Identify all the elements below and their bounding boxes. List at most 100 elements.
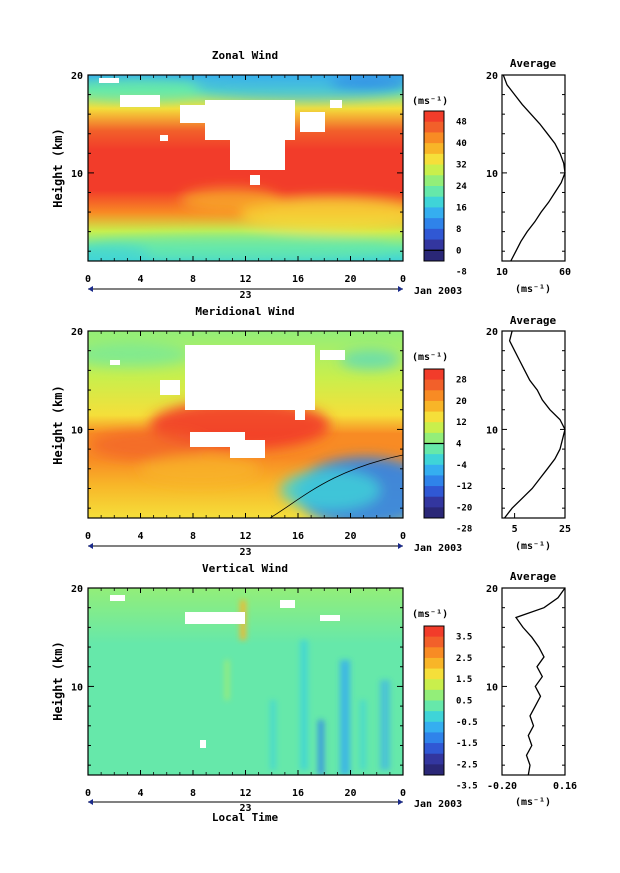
colorbar-swatch — [424, 464, 444, 476]
colorbar-swatch — [424, 475, 444, 487]
colorbar-swatch — [424, 369, 444, 381]
day-arrow-left — [88, 543, 93, 549]
y-tick-label: 10 — [71, 169, 83, 180]
colorbar-tick-label: -1.5 — [456, 739, 478, 749]
colorbar-swatch — [424, 700, 444, 712]
colorbar-swatch — [424, 186, 444, 198]
vertical-cbar-unit: (ms⁻¹) — [412, 609, 448, 620]
colorbar-tick-label: -4 — [456, 461, 467, 471]
y-tick-label: 20 — [71, 71, 83, 82]
colorbar-tick-label: -8 — [456, 268, 467, 278]
zonal-axes: 0 4 8 12 16 20 0 10 20 23 — [71, 71, 406, 301]
colorbar-swatch — [424, 486, 444, 498]
profile-frame — [501, 587, 566, 776]
colorbar-swatch — [424, 175, 444, 187]
colorbar-tick-label: -2.5 — [456, 760, 478, 770]
colorbar-tick-label: 4 — [456, 440, 462, 450]
profile-frame — [501, 330, 566, 519]
colorbar-swatch — [424, 111, 444, 123]
vertical-profile-title: Average — [510, 570, 557, 583]
zonal-average-profile: 10 20 10 60 — [486, 71, 571, 278]
profile-x-tick-label: 0.16 — [553, 781, 577, 792]
colorbar-tick-label: 2.5 — [456, 654, 472, 664]
day-arrow-left — [88, 286, 93, 292]
day-arrow-left — [88, 799, 93, 805]
colorbar-tick-label: -0.5 — [456, 718, 478, 728]
colorbar-swatch — [424, 507, 444, 519]
colorbar-swatch — [424, 164, 444, 176]
profile-y-tick-label: 10 — [486, 425, 498, 436]
profile-x-tick-label: 25 — [559, 524, 571, 535]
meridional-axes: 0 4 8 12 16 20 0 10 20 23 — [71, 327, 406, 558]
vertical-title: Vertical Wind — [202, 562, 288, 575]
colorbar-tick-label: 0 — [456, 246, 461, 256]
meridional-profile-title: Average — [510, 314, 557, 327]
x-tick-label: 4 — [137, 788, 143, 799]
day-arrow-right — [398, 799, 403, 805]
day-arrow-right — [398, 543, 403, 549]
colorbar-swatch — [424, 379, 444, 391]
colorbar-swatch — [424, 121, 444, 133]
colorbar-swatch — [424, 443, 444, 455]
day-label: 23 — [239, 547, 251, 558]
vertical-ylabel: Height (km) — [51, 641, 65, 720]
colorbar-swatch — [424, 711, 444, 723]
vertical-wind-field — [88, 588, 403, 775]
colorbar-swatch — [424, 657, 444, 670]
x-tick-label: 8 — [190, 788, 196, 799]
profile-x-tick-label: 5 — [512, 524, 518, 535]
profile-line — [502, 74, 566, 262]
day-arrow-right — [398, 286, 403, 292]
colorbar-swatch — [424, 143, 444, 155]
meridional-date-label: Jan 2003 — [414, 543, 462, 554]
colorbar-swatch — [424, 732, 444, 744]
x-tick-label: 16 — [292, 274, 304, 285]
colorbar-tick-label: -3.5 — [456, 782, 478, 792]
meridional-profile-unit: (ms⁻¹) — [515, 541, 551, 552]
y-tick-label: 10 — [71, 682, 83, 693]
zonal-profile-unit: (ms⁻¹) — [515, 284, 551, 295]
colorbar-tick-label: 32 — [456, 161, 467, 171]
y-tick-label: 20 — [71, 327, 83, 338]
colorbar-tick-label: 12 — [456, 418, 467, 428]
colorbar-swatch — [424, 679, 444, 691]
x-tick-label: 0 — [85, 274, 91, 285]
y-tick-label: 20 — [71, 584, 83, 595]
profile-y-tick-label: 10 — [486, 169, 498, 180]
x-tick-label: 20 — [344, 274, 356, 285]
meridional-ylabel: Height (km) — [51, 385, 65, 464]
colorbar-swatch — [424, 454, 444, 466]
colorbar-tick-label: 1.5 — [456, 675, 472, 685]
x-tick-label: 12 — [239, 531, 251, 542]
colorbar-swatch — [424, 668, 444, 680]
colorbar-tick-label: -20 — [456, 503, 472, 513]
vertical-colorbar: 3.5 2.5 1.5 0.5 -0.5 -1.5 -2.5 -3.5 — [423, 625, 478, 792]
colorbar-swatch — [424, 496, 444, 508]
meridional-title: Meridional Wind — [195, 305, 294, 318]
day-label: 23 — [239, 803, 251, 814]
colorbar-swatch — [424, 250, 444, 262]
zonal-wind-field — [88, 75, 403, 261]
x-tick-label: 16 — [292, 531, 304, 542]
colorbar-tick-label: 16 — [456, 203, 467, 213]
colorbar-swatch — [424, 228, 444, 241]
x-tick-label: 12 — [239, 274, 251, 285]
colorbar-frame — [423, 110, 445, 262]
colorbar-swatch — [424, 743, 444, 755]
zonal-date-label: Jan 2003 — [414, 286, 462, 297]
x-tick-label: 12 — [239, 788, 251, 799]
profile-frame — [501, 74, 566, 262]
profile-line — [514, 587, 566, 776]
y-tick-label: 10 — [71, 425, 83, 436]
colorbar-swatch — [424, 764, 444, 776]
colorbar-swatch — [424, 636, 444, 648]
colorbar-swatch — [424, 422, 444, 434]
colorbar-tick-label: 24 — [456, 182, 467, 192]
zonal-ylabel: Height (km) — [51, 128, 65, 207]
colorbar-swatch — [424, 411, 444, 423]
profile-y-tick-label: 20 — [486, 71, 498, 82]
x-tick-label: 16 — [292, 788, 304, 799]
zonal-cbar-unit: (ms⁻¹) — [412, 96, 448, 107]
colorbar-swatch — [424, 432, 444, 444]
